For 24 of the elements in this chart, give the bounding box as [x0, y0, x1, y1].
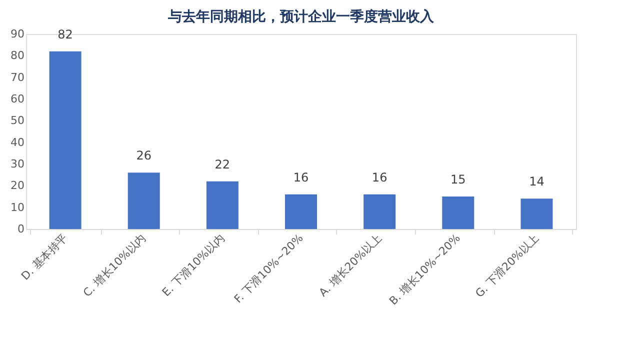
y-tick-label: 30 [10, 158, 24, 170]
data-label: 16 [293, 170, 309, 184]
y-tick-label: 80 [10, 49, 24, 62]
y-tick-label: 70 [10, 70, 24, 84]
chart-title: 与去年同期相比，预计企业一季度营业收入 [167, 8, 435, 25]
data-label: 14 [529, 174, 544, 189]
data-label: 26 [136, 148, 152, 163]
bar [285, 194, 317, 229]
bar [442, 196, 474, 229]
bar [364, 194, 396, 229]
bar [206, 181, 238, 229]
data-label: 16 [372, 170, 388, 184]
data-label: 82 [58, 27, 73, 42]
bar [520, 198, 553, 229]
y-tick-label: 50 [10, 114, 24, 128]
data-label: 22 [214, 157, 230, 172]
bar [49, 51, 82, 229]
data-label: 15 [450, 172, 466, 186]
y-tick-label: 90 [10, 28, 24, 40]
y-tick-label: 60 [10, 92, 24, 106]
y-tick-label: 20 [10, 179, 24, 192]
bar [128, 172, 160, 229]
y-tick-label: 10 [10, 200, 24, 214]
y-tick-label: 40 [10, 136, 24, 149]
